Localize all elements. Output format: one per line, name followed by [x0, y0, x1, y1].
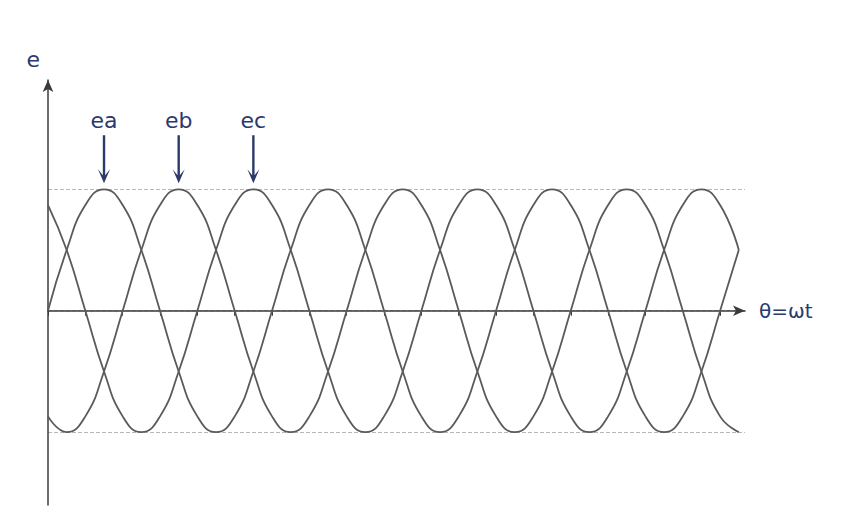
- svg-text:e: e: [26, 47, 40, 72]
- svg-text:ea: ea: [90, 108, 117, 133]
- svg-text:θ=ωt: θ=ωt: [759, 299, 813, 323]
- svg-text:ec: ec: [241, 108, 267, 133]
- svg-text:eb: eb: [165, 108, 193, 133]
